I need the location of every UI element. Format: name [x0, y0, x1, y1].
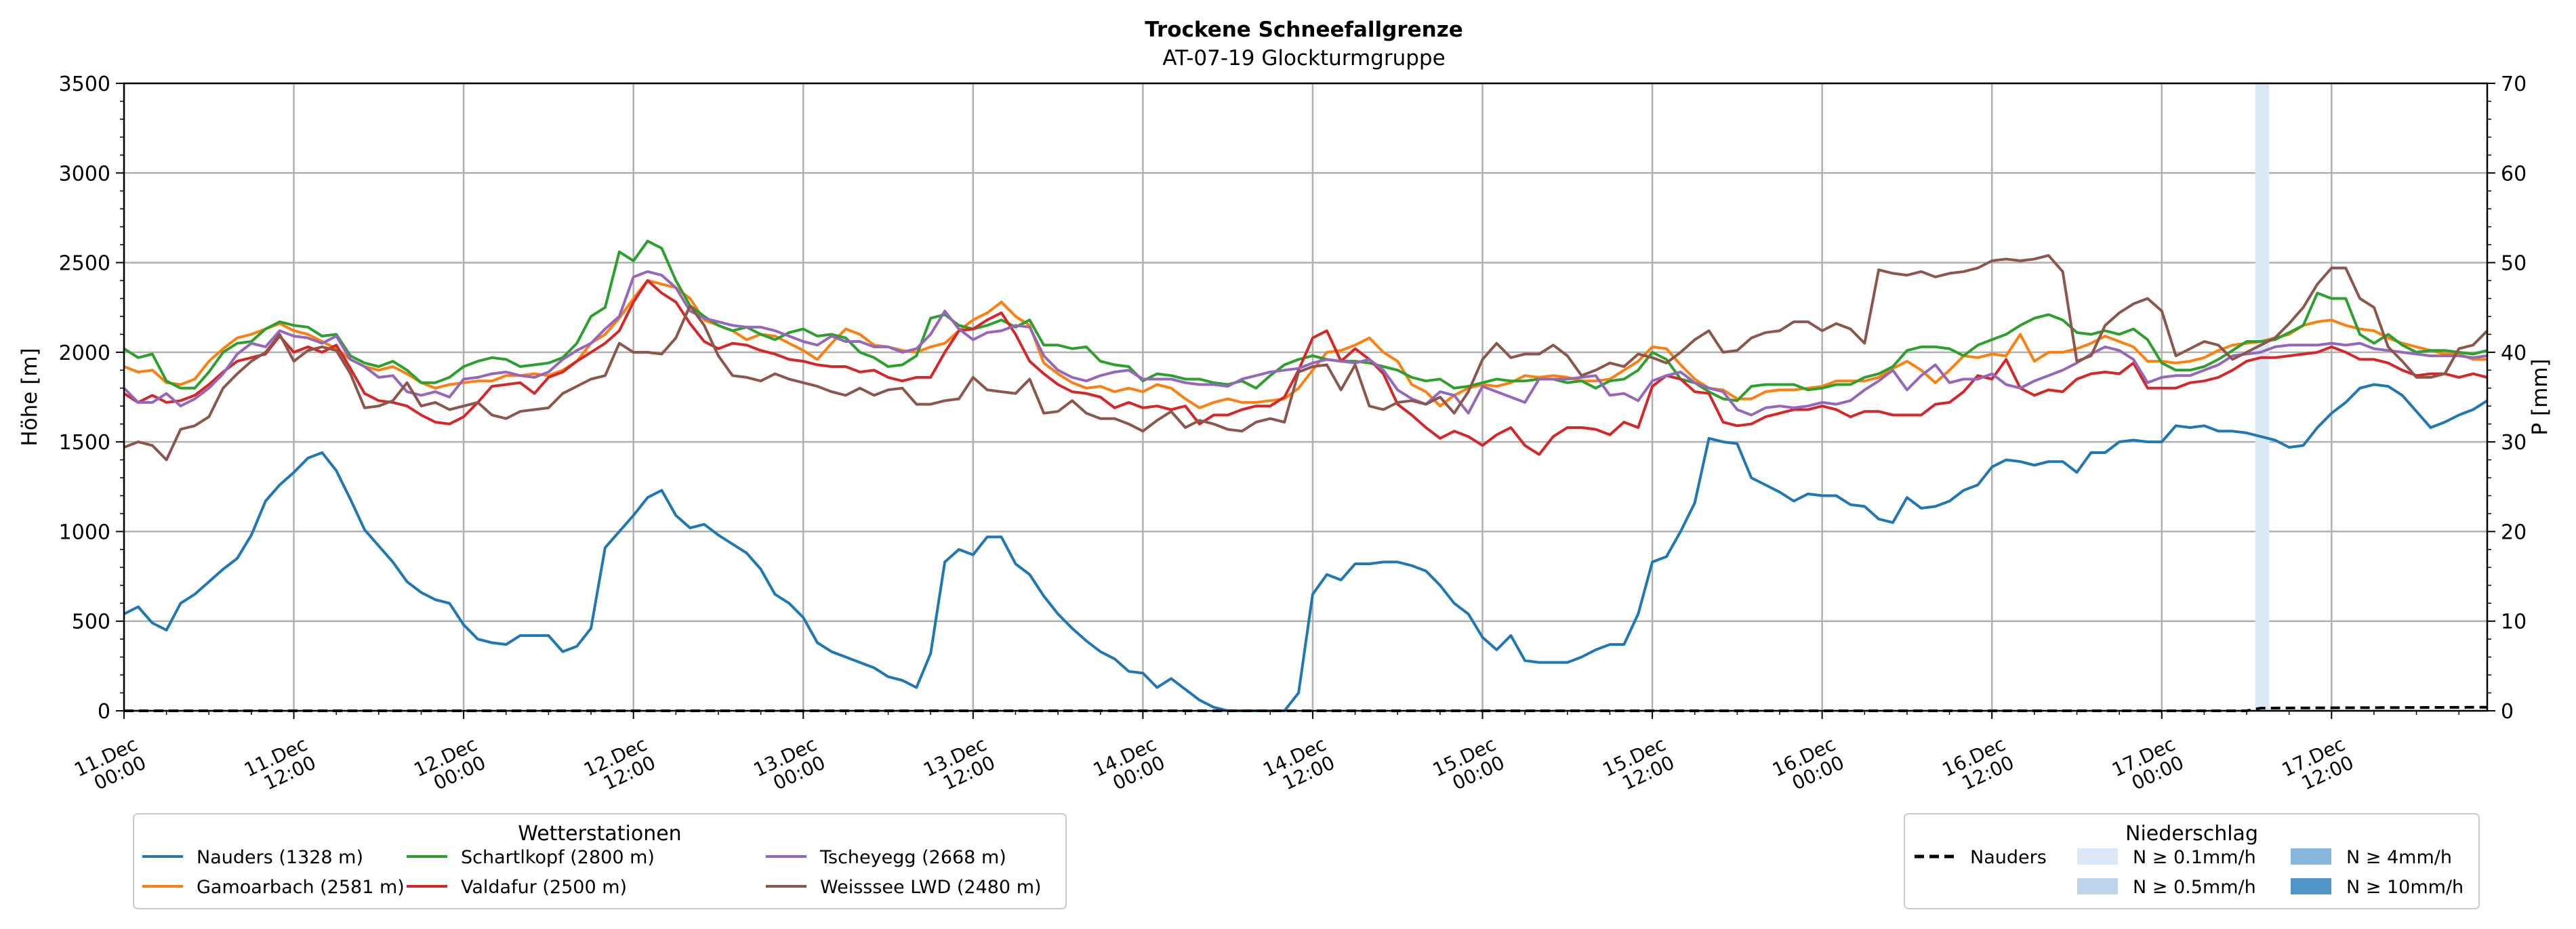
- series-line-2: [123, 239, 2488, 402]
- legend-stations-entries: Nauders (1328 m) Gamoarbach (2581 m) Schar…: [142, 847, 1042, 898]
- y-axis-label-left: Höhe [m]: [18, 348, 42, 446]
- y-axis-left: 0 500 1000 1500 2000 2500 3000 3500: [59, 73, 124, 724]
- legend-precip-swatch-2: [2077, 878, 2118, 894]
- series-line-5: [123, 254, 2489, 461]
- legend-precip-label-0: Nauders: [1970, 847, 2047, 868]
- y-tick-label: 1500: [59, 431, 110, 455]
- y-right-tick-label: 0: [2501, 700, 2514, 724]
- y-right-tick-label: 60: [2501, 162, 2527, 186]
- legend-stations-title: Wetterstationen: [518, 822, 681, 846]
- y-right-tick-label: 40: [2501, 342, 2527, 365]
- y-axis-right: 0 10 20 30 40 50 60 70: [2487, 73, 2527, 724]
- legend-stations-box: [133, 813, 1067, 909]
- legend-precip-swatch-1: [2077, 848, 2118, 865]
- legend-precip-label-3: N ≥ 4mm/h: [2346, 847, 2452, 868]
- legend-precip-swatch-4: [2291, 878, 2331, 894]
- legend-precip: Niederschlag Nauders N ≥ 0.1mm/h N ≥ 0.5mm…: [1904, 813, 2480, 909]
- legend-precip-box: [1904, 813, 2480, 909]
- chart-subtitle: AT-07-19 Glockturmgruppe: [1162, 46, 1445, 70]
- y-tick-label: 2500: [59, 252, 110, 276]
- legend-precip-swatch-3: [2291, 848, 2331, 865]
- y-right-tick-label: 30: [2501, 431, 2527, 455]
- y-axis-label-right: P [mm]: [2528, 358, 2552, 435]
- legend-precip-label-1: N ≥ 0.1mm/h: [2133, 847, 2256, 868]
- y-tick-label: 1000: [59, 520, 110, 544]
- legend-label-3: Valdafur (2500 m): [461, 877, 627, 898]
- series-line-0: [123, 383, 2489, 712]
- legend-label-1: Gamoarbach (2581 m): [197, 877, 405, 898]
- y-tick-label: 3500: [59, 73, 110, 96]
- y-right-tick-label: 10: [2501, 611, 2527, 634]
- y-right-tick-label: 70: [2501, 73, 2527, 96]
- chart-title: Trockene Schneefallgrenze: [1145, 18, 1463, 42]
- legend-precip-label-4: N ≥ 10mm/h: [2346, 877, 2463, 898]
- legend-precip-label-2: N ≥ 0.5mm/h: [2133, 877, 2256, 898]
- legend-label-2: Schartlkopf (2800 m): [461, 847, 655, 868]
- y-tick-label: 0: [98, 700, 110, 724]
- y-right-tick-label: 20: [2501, 520, 2527, 544]
- y-tick-label: 500: [72, 611, 110, 634]
- series-lines: [123, 239, 2489, 712]
- y-tick-label: 3000: [59, 162, 110, 186]
- legend-stations: Wetterstationen Nauders (1328 m) Gamoarba…: [133, 813, 1067, 909]
- y-tick-label: 2000: [59, 342, 110, 365]
- series-line-3: [123, 279, 2488, 456]
- legend-label-5: Weisssee LWD (2480 m): [820, 877, 1042, 898]
- legend-label-0: Nauders (1328 m): [197, 847, 363, 868]
- y-right-tick-label: 50: [2501, 252, 2527, 276]
- precip-band: [2255, 83, 2270, 711]
- plot-frame: [123, 82, 2489, 712]
- legend-precip-entries: Nauders N ≥ 0.1mm/h N ≥ 0.5mm/h N ≥ 4mm/h N …: [1915, 847, 2463, 898]
- legend-label-4: Tscheyegg (2668 m): [819, 847, 1006, 868]
- precipitation-bands: [2255, 83, 2270, 711]
- legend-precip-title: Niederschlag: [2125, 822, 2258, 846]
